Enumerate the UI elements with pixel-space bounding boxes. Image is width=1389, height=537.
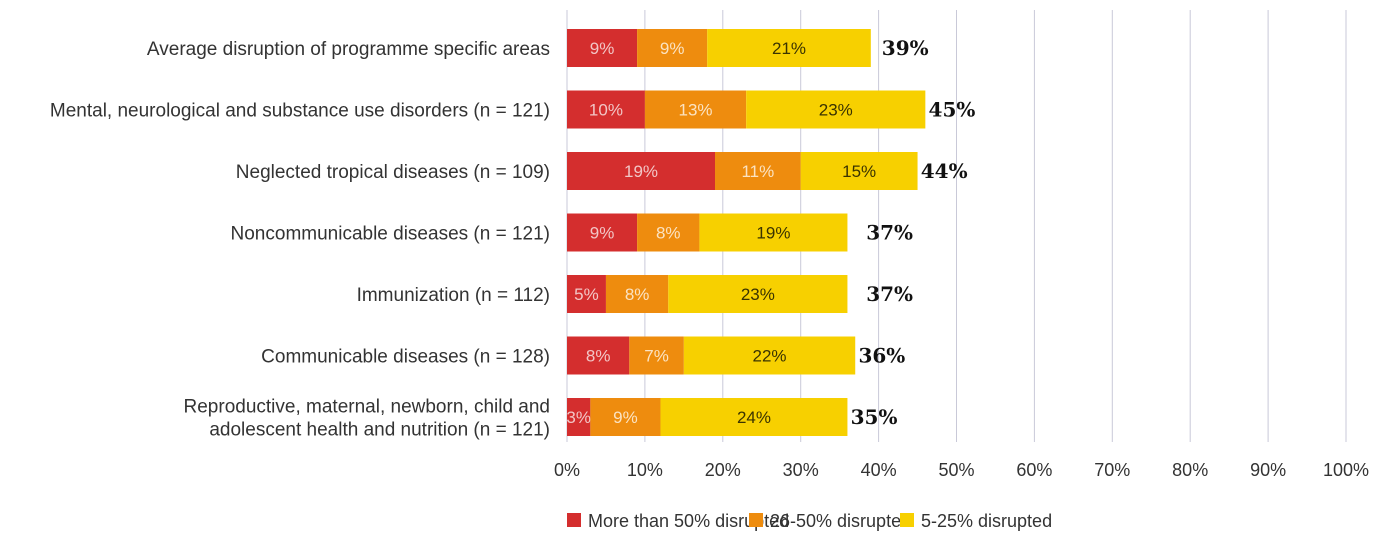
legend-swatch <box>567 513 581 527</box>
segment-value-label: 9% <box>590 224 615 243</box>
bar-segment <box>567 152 716 190</box>
category-label: Immunization (n = 112) <box>357 285 550 306</box>
legend-label: 5-25% disrupted <box>921 511 1052 531</box>
segment-value-label: 24% <box>737 408 771 427</box>
segment-value-label: 9% <box>590 39 615 58</box>
bar-segment <box>590 398 661 436</box>
total-value-label: 39% <box>882 36 929 60</box>
x-tick-label: 50% <box>938 460 974 480</box>
segment-value-label: 13% <box>679 101 713 120</box>
bar-segment <box>800 152 918 190</box>
bar-row: 19% 11% 15% 44% <box>567 152 968 190</box>
legend-item: More than 50% disrupted <box>567 511 789 531</box>
x-axis-ticks: 0% 10% 20% 30% 40% 50% 60% 70% 80% 90% 100% <box>554 460 1369 480</box>
bar-segment <box>668 275 848 313</box>
x-tick-label: 20% <box>705 460 741 480</box>
category-labels: Average disruption of programme specific… <box>50 39 550 441</box>
segment-value-label: 11% <box>741 162 774 181</box>
bar-segment <box>567 29 638 67</box>
segment-value-label: 19% <box>624 162 658 181</box>
category-label: Average disruption of programme specific… <box>147 39 550 60</box>
segment-value-label: 3% <box>566 408 591 427</box>
bar-segment <box>567 398 591 436</box>
category-label: Neglected tropical diseases (n = 109) <box>236 162 550 183</box>
legend-swatch <box>749 513 763 527</box>
x-tick-label: 30% <box>783 460 819 480</box>
legend-label: 26-50% disrupted <box>770 511 911 531</box>
segment-value-label: 8% <box>586 347 611 366</box>
total-value-label: 44% <box>921 159 968 183</box>
bar-segment <box>605 275 669 313</box>
segment-value-label: 7% <box>644 347 669 366</box>
legend-label: More than 50% disrupted <box>588 511 789 531</box>
x-tick-label: 0% <box>554 460 580 480</box>
bar-segment <box>567 275 606 313</box>
total-value-label: 36% <box>858 344 905 368</box>
bar-segment <box>567 90 645 129</box>
segment-value-label: 10% <box>589 101 623 120</box>
bar-segment <box>567 213 638 252</box>
total-value-label: 35% <box>851 405 898 429</box>
bar-row: 8% 7% 22% 36% <box>567 336 905 375</box>
total-value-label: 37% <box>866 282 913 306</box>
bar-row: 3% 9% 24% 35% <box>566 398 897 436</box>
legend-item: 26-50% disrupted <box>749 511 911 531</box>
total-value-label: 37% <box>866 221 913 245</box>
gridlines <box>566 10 1347 442</box>
bars: 9% 9% 21% 39% 10% 13% 23% 45% 19% 11% 15% 44% 9% 8% 19… <box>566 29 975 436</box>
category-label: Noncommunicable diseases (n = 121) <box>231 224 550 245</box>
bar-segment <box>746 90 926 129</box>
legend-item: 5-25% disrupted <box>900 511 1052 531</box>
total-value-label: 45% <box>929 98 976 122</box>
x-tick-label: 40% <box>861 460 897 480</box>
bar-row: 5% 8% 23% 37% <box>567 275 913 313</box>
bar-row: 9% 8% 19% 37% <box>567 213 913 252</box>
x-tick-label: 60% <box>1016 460 1052 480</box>
x-tick-label: 80% <box>1172 460 1208 480</box>
x-tick-label: 70% <box>1094 460 1130 480</box>
category-label: Communicable diseases (n = 128) <box>261 347 550 368</box>
category-label: Mental, neurological and substance use d… <box>50 101 550 122</box>
bar-segment <box>644 90 747 129</box>
segment-value-label: 5% <box>574 285 599 304</box>
segment-value-label: 21% <box>772 39 806 58</box>
bar-row: 10% 13% 23% 45% <box>567 90 976 129</box>
segment-value-label: 15% <box>842 162 876 181</box>
legend-swatch <box>900 513 914 527</box>
bar-segment <box>683 336 856 375</box>
segment-value-label: 22% <box>753 347 787 366</box>
segment-value-label: 19% <box>756 224 790 243</box>
bar-segment <box>567 336 630 375</box>
bar-segment <box>637 29 708 67</box>
bar-segment <box>707 29 871 67</box>
bar-segment <box>715 152 801 190</box>
x-tick-label: 100% <box>1323 460 1369 480</box>
segment-value-label: 9% <box>613 408 638 427</box>
segment-value-label: 8% <box>625 285 650 304</box>
segment-value-label: 8% <box>656 224 681 243</box>
bar-segment <box>637 213 700 252</box>
x-tick-label: 10% <box>627 460 663 480</box>
segment-value-label: 23% <box>741 285 775 304</box>
x-tick-label: 90% <box>1250 460 1286 480</box>
segment-value-label: 9% <box>660 39 685 58</box>
segment-value-label: 23% <box>819 101 853 120</box>
bar-segment <box>699 213 848 252</box>
category-label: adolescent health and nutrition (n = 121… <box>209 420 550 441</box>
bar-segment <box>629 336 684 375</box>
category-label: Reproductive, maternal, newborn, child a… <box>184 397 550 418</box>
bar-segment <box>660 398 848 436</box>
bar-row: 9% 9% 21% 39% <box>567 29 929 67</box>
